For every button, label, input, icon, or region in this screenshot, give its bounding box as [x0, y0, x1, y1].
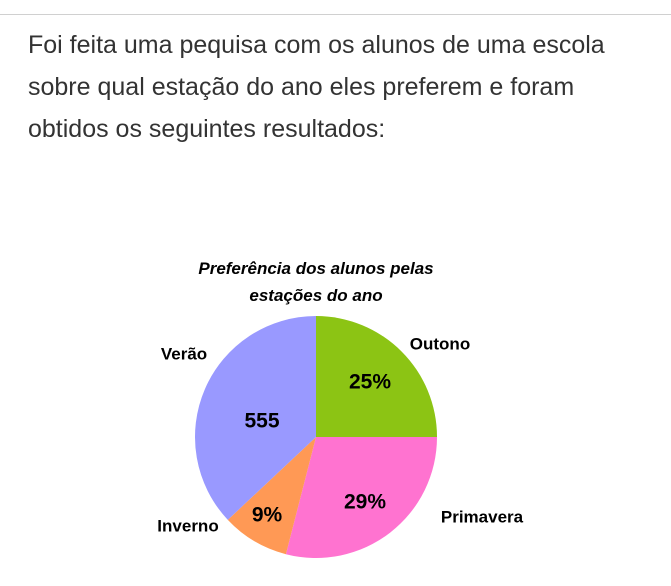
divider	[0, 14, 671, 15]
pie-slice	[227, 437, 316, 555]
category-label: Verão	[161, 344, 207, 363]
category-label: Inverno	[157, 516, 218, 535]
pie-slice	[285, 437, 437, 558]
category-label: Outono	[410, 334, 470, 353]
question-text: Foi feita uma pequisa com os alunos de u…	[28, 31, 605, 143]
value-label: 25%	[349, 371, 391, 394]
annotation: 555	[244, 410, 279, 433]
pie-slice	[316, 316, 437, 437]
pie-slice	[194, 316, 316, 520]
value-label: 9%	[252, 504, 283, 527]
chart-title: Preferência dos alunos pelas estações do…	[198, 259, 434, 305]
value-label: 29%	[344, 491, 386, 514]
category-label: Primavera	[441, 507, 524, 526]
